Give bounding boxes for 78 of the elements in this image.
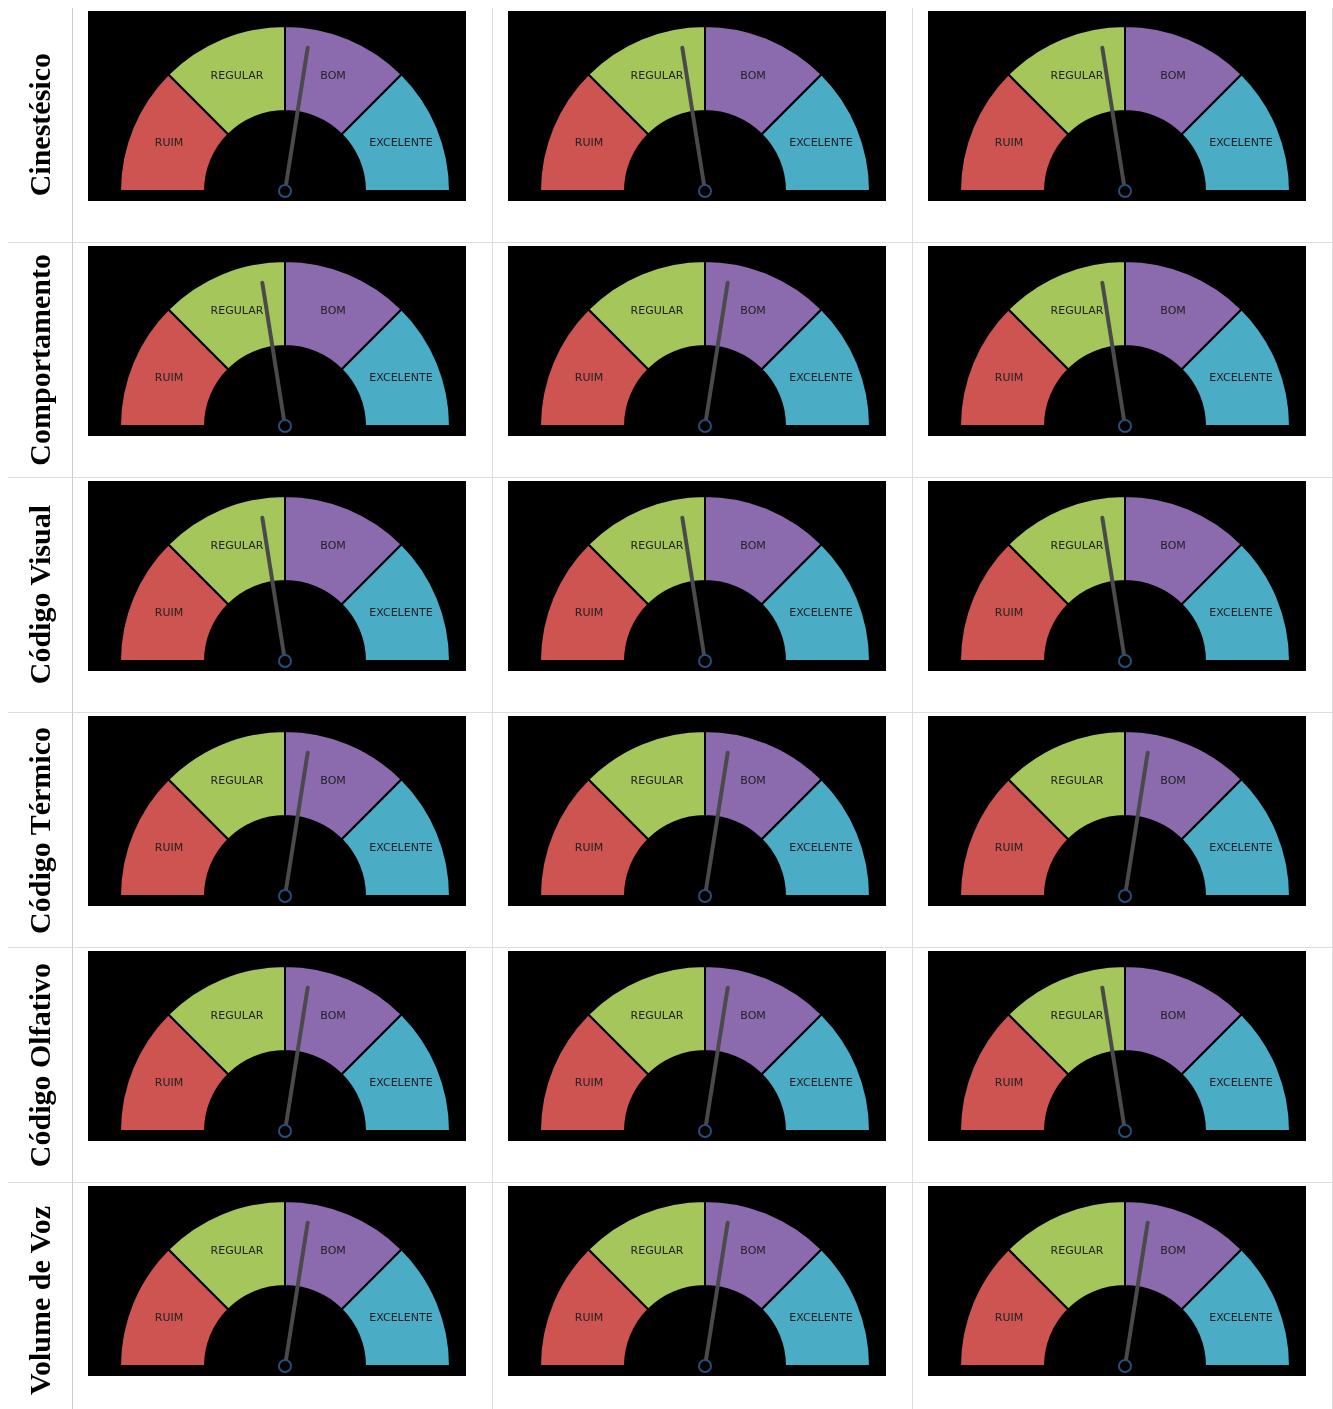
slice-label: REGULAR — [1050, 538, 1104, 552]
slice-label: REGULAR — [630, 303, 684, 317]
slice-label: RUIM — [994, 1311, 1024, 1325]
slice-label: BOM — [1160, 303, 1186, 317]
slice-label: EXCELENTE — [1209, 136, 1273, 150]
text: Volume de Voz — [23, 1205, 57, 1395]
slice-label: RUIM — [994, 606, 1024, 620]
slice-label: REGULAR — [210, 1243, 264, 1257]
slice-label: RUIM — [154, 1076, 184, 1090]
slice-label: BOM — [1160, 538, 1186, 552]
slice-label: RUIM — [994, 841, 1024, 855]
slice-label: REGULAR — [630, 1243, 684, 1257]
slice-label: REGULAR — [210, 68, 264, 82]
text: Cinestésico — [23, 53, 57, 197]
slice-label: REGULAR — [210, 773, 264, 787]
slice-label: RUIM — [994, 1076, 1024, 1090]
slice-label: EXCELENTE — [1209, 371, 1273, 385]
slice-label: EXCELENTE — [369, 371, 433, 385]
slice-label: BOM — [320, 773, 346, 787]
slice-label: EXCELENTE — [1209, 841, 1273, 855]
slice-label: RUIM — [574, 371, 604, 385]
slice-label: RUIM — [994, 136, 1024, 150]
slice-label: BOM — [1160, 773, 1186, 787]
slice-label: BOM — [740, 538, 766, 552]
slice-label: BOM — [320, 538, 346, 552]
slice-label: REGULAR — [630, 538, 684, 552]
slice-label: REGULAR — [630, 68, 684, 82]
slice-label: REGULAR — [1050, 303, 1104, 317]
slice-label: BOM — [320, 1243, 346, 1257]
slice-label: REGULAR — [210, 538, 264, 552]
slice-label: EXCELENTE — [789, 606, 853, 620]
slice-label: RUIM — [574, 606, 604, 620]
slice-label: BOM — [740, 1243, 766, 1257]
text: Código Térmico — [23, 726, 57, 934]
slice-label: EXCELENTE — [789, 1076, 853, 1090]
slice-label: BOM — [320, 68, 346, 82]
slice-label: RUIM — [574, 1311, 604, 1325]
slice-label: REGULAR — [210, 1008, 264, 1022]
text: Código Olfativo — [23, 962, 57, 1168]
slice-label: RUIM — [574, 841, 604, 855]
slice-label: EXCELENTE — [369, 606, 433, 620]
slice-label: EXCELENTE — [369, 841, 433, 855]
slice-label: RUIM — [154, 841, 184, 855]
slice-label: REGULAR — [210, 303, 264, 317]
slice-label: EXCELENTE — [369, 1311, 433, 1325]
slice-label: RUIM — [994, 371, 1024, 385]
slice-label: EXCELENTE — [1209, 1076, 1273, 1090]
slice-label: REGULAR — [1050, 68, 1104, 82]
slice-label: RUIM — [154, 1311, 184, 1325]
slice-label: EXCELENTE — [369, 1076, 433, 1090]
slice-label: BOM — [740, 303, 766, 317]
slice-label: EXCELENTE — [369, 136, 433, 150]
slice-label: REGULAR — [630, 1008, 684, 1022]
slice-label: BOM — [740, 68, 766, 82]
slice-label: RUIM — [574, 1076, 604, 1090]
slice-label: RUIM — [574, 136, 604, 150]
slice-label: RUIM — [154, 136, 184, 150]
slice-label: RUIM — [154, 606, 184, 620]
text: Código Visual — [23, 505, 57, 685]
slice-label: REGULAR — [1050, 1243, 1104, 1257]
slice-label: REGULAR — [630, 773, 684, 787]
slice-label: REGULAR — [1050, 773, 1104, 787]
slice-label: EXCELENTE — [1209, 1311, 1273, 1325]
slice-label: REGULAR — [1050, 1008, 1104, 1022]
slice-label: BOM — [740, 773, 766, 787]
slice-label: EXCELENTE — [789, 371, 853, 385]
slice-label: BOM — [1160, 1243, 1186, 1257]
slice-label: RUIM — [154, 371, 184, 385]
slice-label: EXCELENTE — [789, 841, 853, 855]
slice-label: EXCELENTE — [1209, 606, 1273, 620]
slice-label: BOM — [1160, 68, 1186, 82]
slice-label: BOM — [1160, 1008, 1186, 1022]
slice-label: EXCELENTE — [789, 136, 853, 150]
slice-label: EXCELENTE — [789, 1311, 853, 1325]
slice-label: BOM — [320, 303, 346, 317]
slice-label: BOM — [740, 1008, 766, 1022]
text: Comportamento — [23, 254, 57, 466]
slice-label: BOM — [320, 1008, 346, 1022]
